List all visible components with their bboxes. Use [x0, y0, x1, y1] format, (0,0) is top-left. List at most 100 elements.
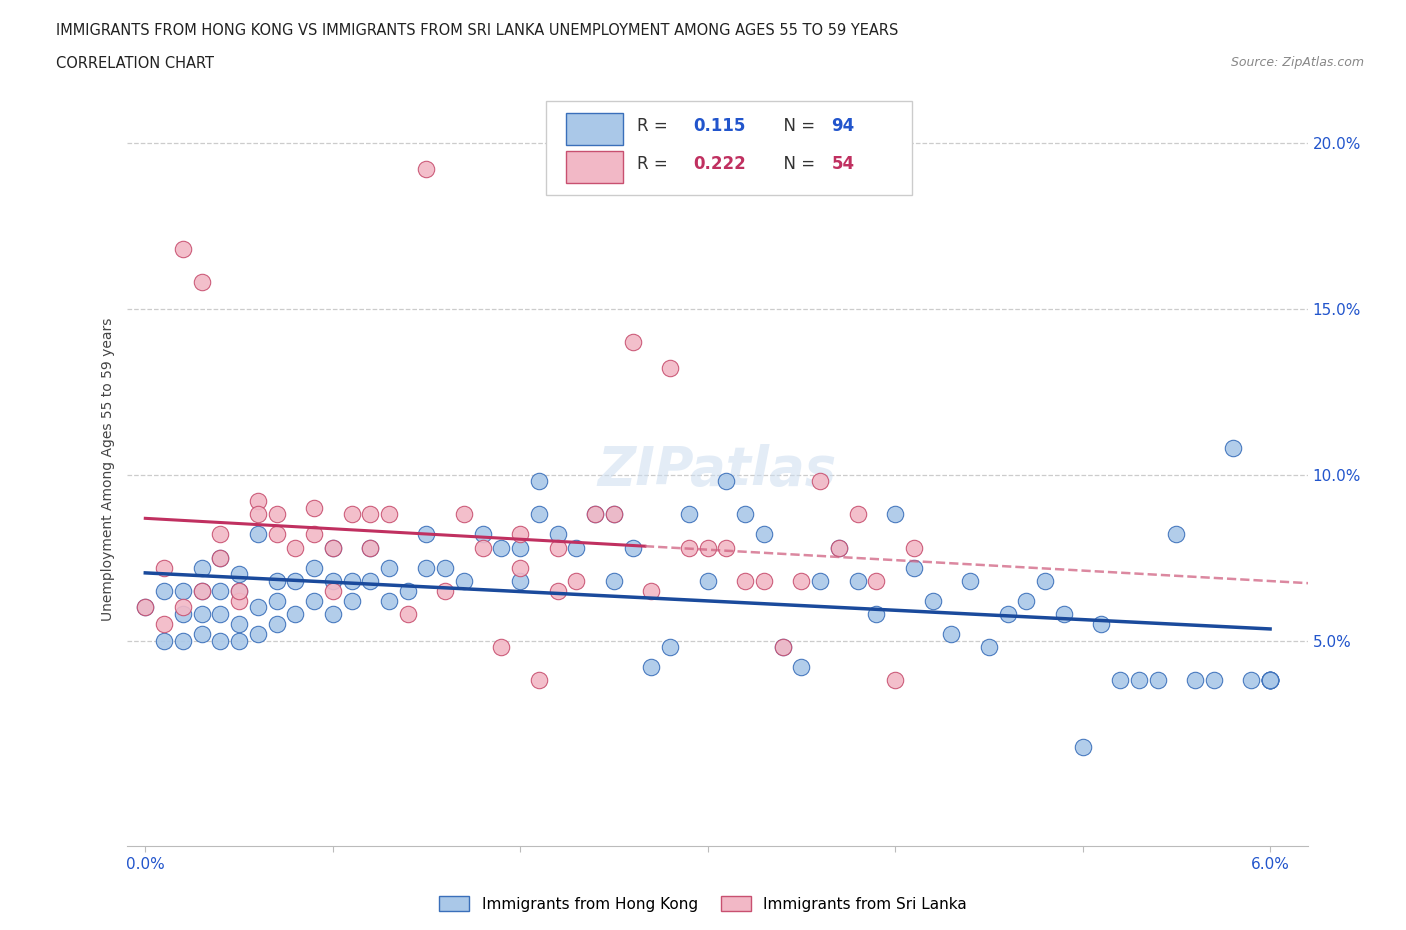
Y-axis label: Unemployment Among Ages 55 to 59 years: Unemployment Among Ages 55 to 59 years — [101, 318, 115, 621]
Point — [527, 507, 550, 522]
Point — [209, 583, 232, 598]
Point — [134, 600, 156, 615]
Bar — [565, 151, 623, 182]
Point — [1146, 673, 1168, 688]
Point — [603, 507, 626, 522]
Point — [471, 527, 494, 542]
Point — [734, 574, 756, 589]
Point — [228, 633, 250, 648]
Point — [865, 606, 887, 621]
Point — [359, 540, 381, 555]
Point — [322, 540, 344, 555]
Point — [266, 593, 288, 608]
Point — [903, 560, 925, 575]
Point — [941, 627, 963, 642]
Point — [471, 540, 494, 555]
Point — [415, 527, 437, 542]
Point — [1222, 441, 1244, 456]
Point — [603, 507, 626, 522]
Point — [190, 583, 212, 598]
Point — [134, 600, 156, 615]
Point — [415, 162, 437, 177]
Text: N =: N = — [772, 154, 820, 173]
Point — [509, 560, 531, 575]
Point — [266, 507, 288, 522]
Point — [1053, 606, 1076, 621]
Point — [1015, 593, 1038, 608]
Point — [322, 606, 344, 621]
Point — [434, 583, 457, 598]
Text: R =: R = — [637, 117, 672, 135]
Text: ZIPatlas: ZIPatlas — [598, 444, 837, 496]
Point — [509, 527, 531, 542]
Point — [509, 540, 531, 555]
Point — [565, 540, 588, 555]
Point — [266, 527, 288, 542]
Point — [209, 551, 232, 565]
Point — [997, 606, 1019, 621]
Point — [359, 507, 381, 522]
Point — [246, 627, 269, 642]
Point — [266, 574, 288, 589]
Text: CORRELATION CHART: CORRELATION CHART — [56, 56, 214, 71]
Point — [1128, 673, 1150, 688]
Point — [453, 574, 475, 589]
Point — [527, 473, 550, 488]
Point — [172, 633, 194, 648]
Point — [172, 242, 194, 257]
Point — [884, 673, 907, 688]
Point — [491, 540, 513, 555]
Text: 94: 94 — [831, 117, 855, 135]
Point — [491, 640, 513, 655]
Point — [547, 583, 569, 598]
Point — [1071, 739, 1094, 754]
Point — [696, 574, 718, 589]
Legend: Immigrants from Hong Kong, Immigrants from Sri Lanka: Immigrants from Hong Kong, Immigrants fr… — [433, 889, 973, 918]
Point — [659, 640, 682, 655]
Point — [302, 593, 325, 608]
Point — [828, 540, 851, 555]
Point — [828, 540, 851, 555]
Text: 0.115: 0.115 — [693, 117, 745, 135]
Point — [808, 473, 831, 488]
Point — [284, 606, 307, 621]
Point — [640, 583, 662, 598]
Point — [246, 494, 269, 509]
Point — [246, 600, 269, 615]
Point — [696, 540, 718, 555]
Point — [378, 593, 401, 608]
Point — [1258, 673, 1281, 688]
Point — [190, 606, 212, 621]
Point — [921, 593, 943, 608]
Point — [716, 473, 738, 488]
Point — [302, 560, 325, 575]
Point — [1166, 527, 1188, 542]
Point — [415, 560, 437, 575]
Point — [1109, 673, 1132, 688]
Point — [772, 640, 794, 655]
Point — [434, 560, 457, 575]
Point — [246, 527, 269, 542]
Point — [378, 560, 401, 575]
Point — [790, 574, 813, 589]
Point — [209, 551, 232, 565]
Point — [302, 500, 325, 515]
Point — [396, 583, 419, 598]
Point — [1258, 673, 1281, 688]
Point — [228, 617, 250, 631]
Text: 54: 54 — [831, 154, 855, 173]
Point — [603, 574, 626, 589]
Point — [509, 574, 531, 589]
Point — [396, 606, 419, 621]
Point — [1184, 673, 1206, 688]
Point — [734, 507, 756, 522]
Point — [190, 583, 212, 598]
Point — [865, 574, 887, 589]
Point — [1258, 673, 1281, 688]
Point — [322, 583, 344, 598]
Bar — [565, 113, 623, 145]
Point — [284, 574, 307, 589]
Point — [266, 617, 288, 631]
Point — [209, 633, 232, 648]
Point — [340, 507, 363, 522]
